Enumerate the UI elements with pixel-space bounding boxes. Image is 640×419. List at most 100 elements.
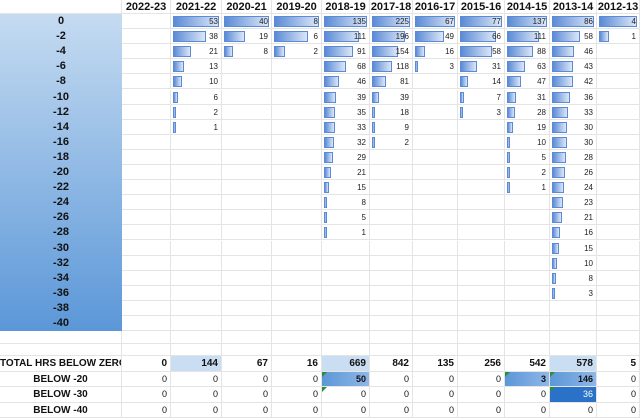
data-cell[interactable]: [370, 210, 413, 226]
data-cell[interactable]: [597, 195, 640, 211]
data-cell[interactable]: [171, 316, 222, 332]
data-cell[interactable]: [222, 240, 272, 256]
data-cell[interactable]: [122, 59, 171, 75]
data-cell[interactable]: 18: [370, 104, 413, 120]
data-cell[interactable]: 49: [413, 29, 458, 45]
below-value-cell[interactable]: 0: [458, 402, 505, 418]
below-value-cell[interactable]: 0: [122, 402, 171, 418]
data-cell[interactable]: [458, 285, 505, 301]
column-header[interactable]: 2012-13: [597, 0, 640, 14]
data-cell[interactable]: [272, 89, 322, 105]
data-cell[interactable]: [122, 270, 171, 286]
data-cell[interactable]: [272, 195, 322, 211]
row-label-temperature[interactable]: -14: [53, 120, 69, 133]
data-cell[interactable]: [597, 89, 640, 105]
empty-cell[interactable]: [322, 331, 370, 344]
data-cell[interactable]: [458, 316, 505, 332]
data-cell[interactable]: [222, 316, 272, 332]
below-value-cell[interactable]: 0: [597, 371, 640, 387]
row-label-temperature[interactable]: -38: [53, 301, 69, 314]
data-cell[interactable]: [222, 134, 272, 150]
data-cell[interactable]: 46: [322, 74, 370, 90]
data-cell[interactable]: 2: [370, 134, 413, 150]
data-cell[interactable]: [413, 316, 458, 332]
data-cell[interactable]: [122, 165, 171, 181]
data-cell[interactable]: [413, 225, 458, 241]
data-cell[interactable]: [122, 300, 171, 316]
data-cell[interactable]: [413, 270, 458, 286]
data-cell[interactable]: [272, 210, 322, 226]
below-value-cell[interactable]: 0: [322, 402, 370, 418]
below-value-cell[interactable]: 0: [370, 402, 413, 418]
column-header[interactable]: 2022-23: [122, 0, 171, 14]
data-cell[interactable]: [272, 270, 322, 286]
below-value-cell[interactable]: 0: [413, 387, 458, 403]
data-cell[interactable]: 6: [171, 89, 222, 105]
data-cell[interactable]: [597, 180, 640, 196]
data-cell[interactable]: [322, 285, 370, 301]
data-cell[interactable]: [222, 74, 272, 90]
below-value-cell[interactable]: 0: [122, 387, 171, 403]
data-cell[interactable]: [458, 195, 505, 211]
empty-cell[interactable]: [550, 343, 597, 356]
data-cell[interactable]: [413, 240, 458, 256]
data-cell[interactable]: 39: [322, 89, 370, 105]
data-cell[interactable]: 3: [550, 285, 597, 301]
data-cell[interactable]: 14: [458, 74, 505, 90]
data-cell[interactable]: 16: [550, 225, 597, 241]
below-value-cell[interactable]: 0: [272, 402, 322, 418]
row-label-temperature[interactable]: -22: [53, 181, 69, 194]
data-cell[interactable]: 3: [413, 59, 458, 75]
data-cell[interactable]: [122, 149, 171, 165]
data-cell[interactable]: [222, 255, 272, 271]
data-cell[interactable]: [171, 180, 222, 196]
data-cell[interactable]: [505, 285, 550, 301]
data-cell[interactable]: [550, 300, 597, 316]
data-cell[interactable]: [597, 240, 640, 256]
data-cell[interactable]: [171, 134, 222, 150]
data-cell[interactable]: [171, 149, 222, 165]
data-cell[interactable]: [413, 255, 458, 271]
data-cell[interactable]: [413, 74, 458, 90]
data-cell[interactable]: [222, 210, 272, 226]
data-cell[interactable]: [171, 255, 222, 271]
data-cell[interactable]: 23: [550, 195, 597, 211]
data-cell[interactable]: [597, 104, 640, 120]
empty-cell[interactable]: [171, 343, 222, 356]
data-cell[interactable]: [458, 225, 505, 241]
below-value-cell[interactable]: 0: [597, 387, 640, 403]
corner-cell[interactable]: [0, 0, 122, 14]
empty-cell[interactable]: [370, 331, 413, 344]
data-cell[interactable]: [505, 300, 550, 316]
data-cell[interactable]: [458, 240, 505, 256]
data-cell[interactable]: 8: [550, 270, 597, 286]
below-value-cell[interactable]: 0: [505, 402, 550, 418]
column-header[interactable]: 2015-16: [458, 0, 505, 14]
empty-cell[interactable]: [505, 331, 550, 344]
empty-cell[interactable]: [272, 343, 322, 356]
data-cell[interactable]: [413, 210, 458, 226]
data-cell[interactable]: [222, 180, 272, 196]
data-cell[interactable]: [272, 180, 322, 196]
data-cell[interactable]: 19: [505, 119, 550, 135]
data-cell[interactable]: [122, 255, 171, 271]
data-cell[interactable]: 31: [505, 89, 550, 105]
below-value-cell[interactable]: 0: [322, 387, 370, 403]
row-label-temperature[interactable]: -8: [56, 75, 66, 88]
data-cell[interactable]: [370, 300, 413, 316]
row-label-temperature[interactable]: -18: [53, 150, 69, 163]
below-value-cell[interactable]: 0: [122, 371, 171, 387]
data-cell[interactable]: 28: [505, 104, 550, 120]
row-label-temperature[interactable]: -16: [53, 135, 69, 148]
total-cell[interactable]: 144: [171, 356, 222, 372]
data-cell[interactable]: [222, 300, 272, 316]
data-cell[interactable]: 5: [322, 210, 370, 226]
data-cell[interactable]: [597, 59, 640, 75]
below-value-cell[interactable]: 0: [413, 402, 458, 418]
data-cell[interactable]: [122, 210, 171, 226]
data-cell[interactable]: [272, 59, 322, 75]
data-cell[interactable]: 58: [550, 29, 597, 45]
data-cell[interactable]: [222, 89, 272, 105]
empty-cell[interactable]: [597, 331, 640, 344]
data-cell[interactable]: [222, 165, 272, 181]
